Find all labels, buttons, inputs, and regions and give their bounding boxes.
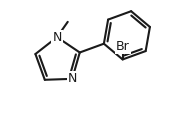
Text: N: N <box>52 31 62 44</box>
Text: N: N <box>67 72 77 85</box>
Text: Br: Br <box>116 40 130 53</box>
